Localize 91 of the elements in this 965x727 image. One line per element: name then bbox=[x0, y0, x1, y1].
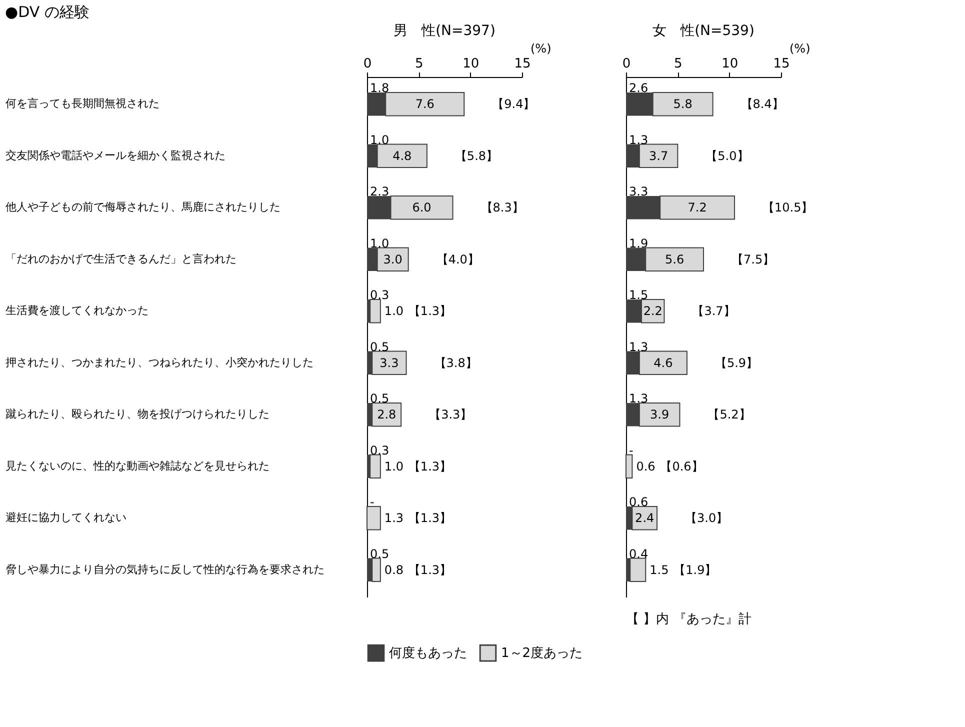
total-label: 【5.8】 bbox=[454, 148, 498, 163]
total-label: 【5.9】 bbox=[714, 356, 758, 370]
x-axis-title: (%) bbox=[790, 42, 810, 56]
data-label: 1.0 bbox=[384, 459, 404, 474]
data-label: 2.6 bbox=[629, 81, 648, 96]
data-label: 6.0 bbox=[412, 200, 432, 215]
data-label: 2.2 bbox=[643, 304, 662, 318]
total-label: 【7.5】 bbox=[732, 252, 775, 266]
data-label: 3.3 bbox=[380, 356, 399, 370]
data-label: 0.3 bbox=[370, 288, 390, 302]
x-axis-title: (%) bbox=[530, 42, 552, 56]
data-label: 1.5 bbox=[650, 562, 669, 577]
total-label: 【4.0】 bbox=[436, 252, 480, 266]
data-label: 0.6 bbox=[629, 495, 648, 510]
bar bbox=[366, 506, 381, 530]
data-label: 1.3 bbox=[629, 132, 648, 147]
chart-subtitle: 男 性(N=397) bbox=[394, 23, 496, 39]
x-tick-label: 5 bbox=[674, 56, 682, 72]
data-label: 1.5 bbox=[629, 288, 648, 302]
data-label: 7.6 bbox=[415, 97, 434, 112]
y-tick-label: 交友関係や電話やメールを細かく監視された bbox=[6, 148, 226, 162]
legend-label: 1～2度あった bbox=[501, 645, 583, 662]
total-label: 【3.3】 bbox=[429, 408, 472, 422]
total-label: 【0.6】 bbox=[660, 459, 704, 474]
total-label: 【1.9】 bbox=[674, 562, 717, 577]
data-label: 3.9 bbox=[650, 408, 670, 422]
y-tick-label: 蹴られたり、殴られたり、物を投げつけられたりした bbox=[6, 408, 270, 421]
text: - bbox=[370, 495, 374, 510]
total-label: 【5.2】 bbox=[708, 408, 751, 422]
text: - bbox=[629, 443, 634, 458]
total-label: 【9.4】 bbox=[492, 97, 536, 112]
x-tick-label: 5 bbox=[415, 56, 424, 72]
data-label: 7.2 bbox=[688, 200, 707, 215]
data-label: 1.0 bbox=[370, 132, 390, 147]
data-label: 0.8 bbox=[384, 562, 404, 577]
total-label: 【1.3】 bbox=[408, 511, 452, 526]
y-tick-label: 押されたり、つかまれたり、つねられたり、小突かれたりした bbox=[6, 356, 314, 369]
data-label: 1.9 bbox=[629, 236, 648, 250]
y-tick-label: 生活費を渡してくれなかった bbox=[6, 304, 148, 318]
data-label: 2.8 bbox=[377, 408, 396, 422]
data-label: 2.4 bbox=[635, 511, 654, 526]
data-label: 5.8 bbox=[673, 97, 692, 112]
data-label: 1.0 bbox=[370, 236, 390, 250]
y-tick-label: 他人や子どもの前で侮辱されたり、馬鹿にされたりした bbox=[6, 200, 280, 214]
x-tick-label: 0 bbox=[622, 56, 631, 72]
text: ●DV の経験 bbox=[5, 3, 90, 21]
x-tick-label: 10 bbox=[722, 56, 738, 72]
total-label: 【1.3】 bbox=[408, 304, 452, 318]
y-tick-label: 避妊に協力してくれない bbox=[6, 511, 126, 524]
data-label: 4.8 bbox=[392, 148, 412, 163]
x-tick-label: 15 bbox=[514, 56, 531, 72]
total-label: 【10.5】 bbox=[762, 200, 814, 215]
data-label: 0.5 bbox=[370, 546, 390, 561]
y-tick-label: 「だれのおかげで生活できるんだ」と言われた bbox=[6, 252, 236, 266]
total-label: 【1.3】 bbox=[408, 562, 452, 577]
data-label: 1.8 bbox=[370, 81, 390, 96]
data-label: 5.6 bbox=[665, 252, 684, 266]
bar bbox=[626, 454, 633, 478]
data-label: 0.5 bbox=[370, 392, 390, 406]
legend-label: 何度もあった bbox=[389, 645, 467, 662]
total-label: 【8.3】 bbox=[480, 200, 524, 215]
data-label: 0.5 bbox=[370, 340, 390, 354]
bar bbox=[630, 558, 646, 582]
data-label: 3.3 bbox=[629, 184, 648, 199]
data-label: 0.3 bbox=[370, 443, 390, 458]
bar bbox=[370, 454, 381, 478]
data-label: 1.3 bbox=[384, 511, 404, 526]
data-label: 1.3 bbox=[629, 392, 648, 406]
total-label: 【1.3】 bbox=[408, 459, 452, 474]
total-label: 【3.8】 bbox=[434, 356, 478, 370]
total-label: 【8.4】 bbox=[740, 97, 784, 112]
y-tick-label: 何を言っても長期間無視された bbox=[6, 97, 160, 110]
x-tick-label: 10 bbox=[462, 56, 480, 72]
data-label: 3.0 bbox=[383, 252, 402, 266]
data-label: 4.6 bbox=[654, 356, 673, 370]
chart-subtitle: 女 性(N=539) bbox=[652, 23, 754, 39]
data-label: 2.3 bbox=[370, 184, 390, 199]
x-tick-label: 15 bbox=[773, 56, 790, 72]
data-label: 0.6 bbox=[636, 459, 656, 474]
y-tick-label: 見たくないのに、性的な動画や雑誌などを見せられた bbox=[6, 459, 270, 472]
y-tick-label: 脅しや暴力により自分の気持ちに反して性的な行為を要求された bbox=[6, 562, 324, 576]
data-label: 1.0 bbox=[384, 304, 404, 318]
total-label: 【5.0】 bbox=[706, 148, 749, 163]
total-label: 【3.7】 bbox=[692, 304, 736, 318]
data-label: 1.3 bbox=[629, 340, 648, 354]
x-tick-label: 0 bbox=[363, 56, 372, 72]
data-label: 0.4 bbox=[629, 546, 648, 561]
bar bbox=[370, 298, 381, 324]
text: 【 】内 『あった』計 bbox=[626, 612, 752, 627]
total-label: 【3.0】 bbox=[685, 511, 728, 526]
data-label: 3.7 bbox=[649, 148, 668, 163]
